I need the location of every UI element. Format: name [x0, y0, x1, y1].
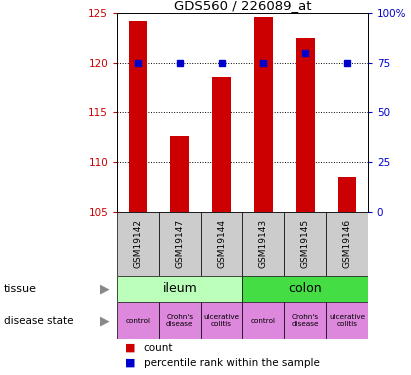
Bar	[117, 212, 159, 276]
Text: tissue: tissue	[4, 284, 37, 294]
Bar	[326, 212, 368, 276]
Bar	[242, 212, 284, 276]
Text: GSM19143: GSM19143	[259, 219, 268, 268]
Text: GSM19146: GSM19146	[342, 219, 351, 268]
Text: count: count	[144, 343, 173, 353]
Text: Crohn's
disease: Crohn's disease	[166, 314, 194, 327]
Bar	[117, 276, 242, 302]
Text: ileum: ileum	[162, 282, 197, 295]
Text: GSM19145: GSM19145	[301, 219, 309, 268]
Text: disease state: disease state	[4, 316, 74, 326]
Bar	[159, 302, 201, 339]
Bar	[284, 302, 326, 339]
Bar	[337, 177, 356, 212]
Text: ▶: ▶	[100, 282, 110, 295]
Text: Crohn's
disease: Crohn's disease	[291, 314, 319, 327]
Bar	[296, 38, 314, 212]
Bar	[254, 17, 273, 212]
Bar	[242, 276, 368, 302]
Text: control: control	[251, 318, 276, 324]
Text: ulcerative
colitis: ulcerative colitis	[203, 314, 240, 327]
Bar	[159, 212, 201, 276]
Text: ■: ■	[125, 343, 136, 353]
Text: GSM19142: GSM19142	[134, 219, 143, 268]
Text: GSM19144: GSM19144	[217, 219, 226, 268]
Bar	[284, 212, 326, 276]
Text: GSM19147: GSM19147	[175, 219, 184, 268]
Title: GDS560 / 226089_at: GDS560 / 226089_at	[174, 0, 311, 12]
Bar	[201, 302, 242, 339]
Bar	[171, 136, 189, 212]
Bar	[117, 302, 159, 339]
Text: percentile rank within the sample: percentile rank within the sample	[144, 358, 320, 368]
Text: ■: ■	[125, 358, 136, 368]
Text: colon: colon	[289, 282, 322, 295]
Text: ▶: ▶	[100, 314, 110, 327]
Bar	[201, 212, 242, 276]
Text: ulcerative
colitis: ulcerative colitis	[329, 314, 365, 327]
Bar	[129, 21, 148, 212]
Bar	[242, 302, 284, 339]
Bar	[326, 302, 368, 339]
Bar	[212, 77, 231, 212]
Text: control: control	[125, 318, 150, 324]
